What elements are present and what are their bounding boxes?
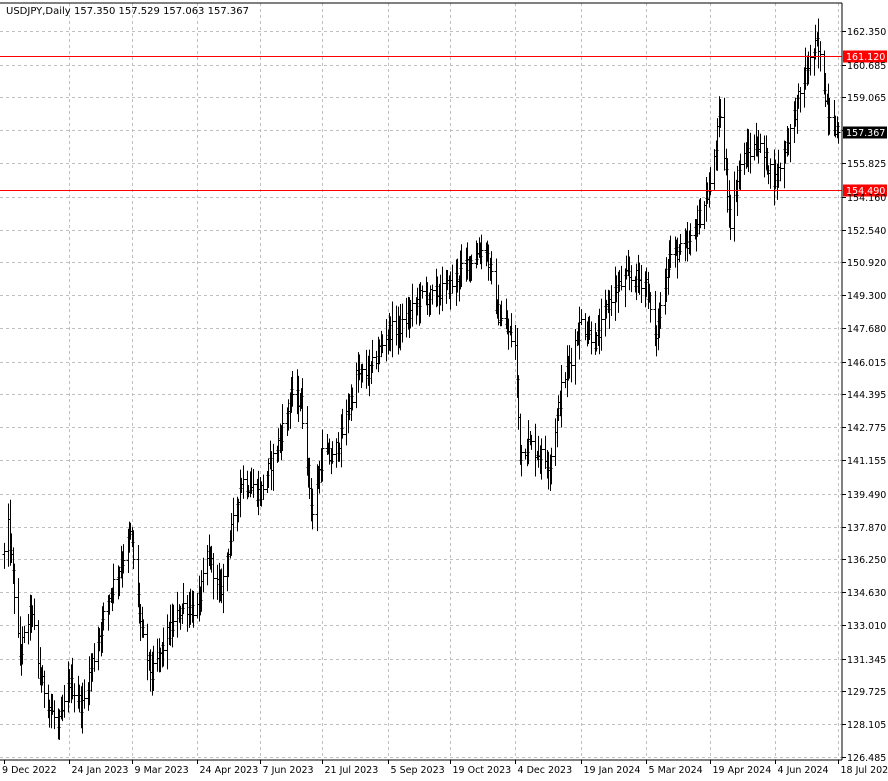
time-tick-label: 19 Oct 2023 [453, 765, 512, 776]
price-tick-label: 139.490 [847, 490, 886, 501]
current-price-marker: 157.367 [843, 126, 887, 139]
price-tick-label: 159.065 [847, 93, 886, 104]
price-tick-label: 136.250 [847, 555, 886, 566]
time-tick-label: 24 Jan 2023 [72, 765, 129, 776]
level-price-box [843, 50, 887, 63]
symbol-label: USDJPY,Daily [6, 6, 71, 17]
time-tick-label: 7 Jun 2023 [263, 765, 314, 776]
horizontal-levels: 161.120 154.490 [0, 50, 887, 197]
time-tick-label: 21 Jul 2023 [325, 765, 379, 776]
time-tick-label: 19 Jan 2024 [584, 765, 641, 776]
price-tick-label: 152.540 [847, 226, 886, 237]
time-tick-label: 4 Jun 2024 [778, 765, 829, 776]
price-tick-label: 162.350 [847, 27, 886, 38]
price-tick-label: 128.105 [847, 720, 886, 731]
price-tick-label: 160.685 [847, 61, 886, 72]
price-tick-label: 144.395 [847, 390, 886, 401]
price-tick-label: 149.300 [847, 291, 886, 302]
price-tick-label: 147.680 [847, 324, 886, 335]
price-tick-label: 134.630 [847, 588, 886, 599]
price-tick-label: 154.160 [847, 193, 886, 204]
price-tick-label: 141.155 [847, 456, 886, 467]
price-tick-label: 133.010 [847, 621, 886, 632]
current-price-box [843, 126, 887, 139]
ohlc-bars [2, 18, 841, 740]
time-axis: 9 Dec 2022 24 Jan 2023 9 Mar 2023 24 Apr 20… [2, 760, 888, 776]
price-tick-label: 142.775 [847, 423, 886, 434]
level-price-label: 161.120 [846, 52, 885, 63]
price-tick-label: 137.870 [847, 523, 886, 534]
level-price-label: 154.490 [846, 186, 885, 197]
time-tick-label: 5 Mar 2024 [649, 765, 703, 776]
price-tick-label: 126.485 [847, 753, 886, 764]
grid-lines [0, 3, 842, 760]
price-tick-label: 131.345 [847, 655, 886, 666]
time-tick-label: 9 Mar 2023 [135, 765, 189, 776]
current-price-label: 157.367 [846, 128, 885, 139]
level-price-box [843, 184, 887, 197]
price-tick-label: 129.725 [847, 687, 886, 698]
price-tick-label: 146.015 [847, 358, 886, 369]
price-tick-label: 155.825 [847, 159, 886, 170]
time-tick-label: 19 Apr 2024 [713, 765, 772, 776]
time-tick-label: 4 Dec 2023 [518, 765, 573, 776]
time-tick-label: 5 Sep 2023 [391, 765, 445, 776]
price-tick-label: 150.920 [847, 258, 886, 269]
time-tick-label: 24 Apr 2023 [200, 765, 259, 776]
ohlc-readout: 157.350 157.529 157.063 157.367 [74, 6, 249, 17]
time-tick-label: 9 Dec 2022 [2, 765, 57, 776]
time-tick-label: 18 Jul 2024 [841, 765, 888, 776]
